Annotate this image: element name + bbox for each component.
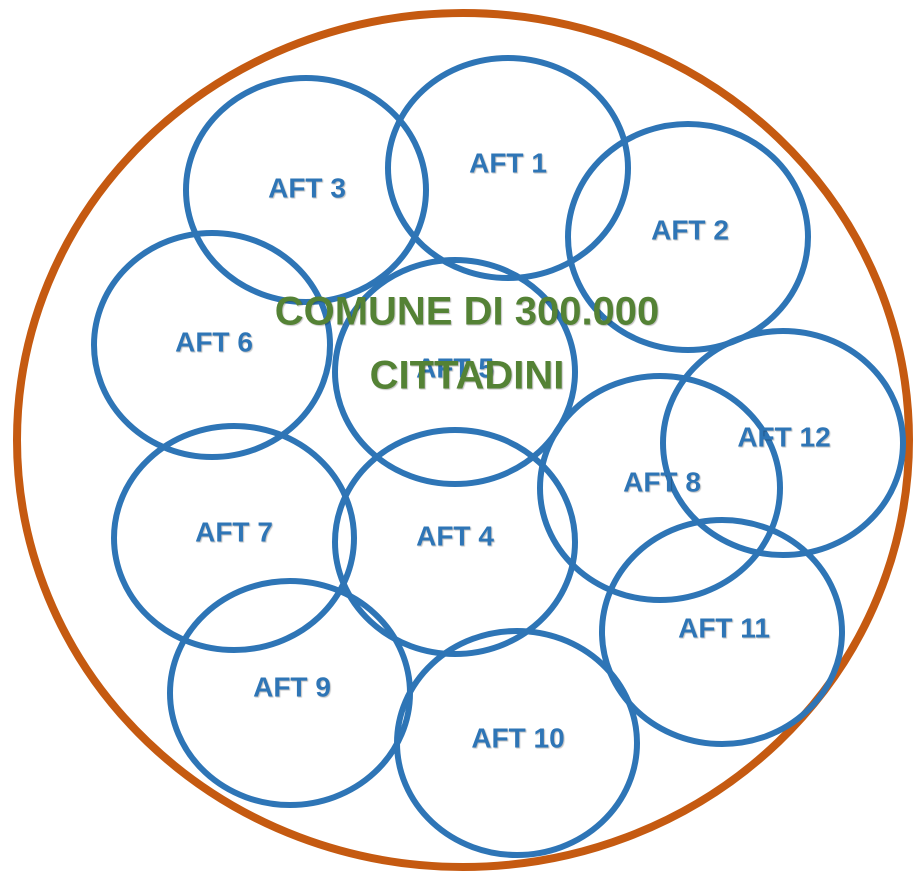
node-label: AFT 12 [737,421,830,452]
node-label: AFT 1 [469,147,547,178]
nodes [91,55,906,858]
node-circle [385,55,631,281]
node-label: AFT 6 [175,326,253,357]
node-circle [537,373,783,603]
node-circle [332,427,578,657]
title-line: CITTADINI [370,354,565,398]
node-label: AFT 5 [416,352,494,383]
outer-circle [13,9,913,871]
node-label: AFT 4 [416,520,494,551]
node-label: AFT 10 [471,722,564,753]
node-label: AFT 11 [678,612,770,643]
node-label: AFT 3 [268,172,346,203]
node-circle [183,75,429,305]
node-label: AFT 2 [651,214,729,245]
node-label: AFT 8 [623,466,701,497]
node-circle [91,230,333,460]
node-circle [111,423,357,653]
node-circle [565,121,811,353]
node-circle [599,517,845,747]
node-circle [660,328,906,558]
node-circle [332,257,578,487]
title-line: COMUNE DI 300.000 [275,290,660,334]
node-circle [394,628,640,858]
node-label: AFT 7 [195,516,273,547]
node-label: AFT 9 [253,671,331,702]
node-labels: AFT 1 AFT 2 AFT 3 AFT 6 AFT 5 AFT 7 AFT … [175,147,831,753]
title: COMUNE DI 300.000 CITTADINI [275,290,660,398]
